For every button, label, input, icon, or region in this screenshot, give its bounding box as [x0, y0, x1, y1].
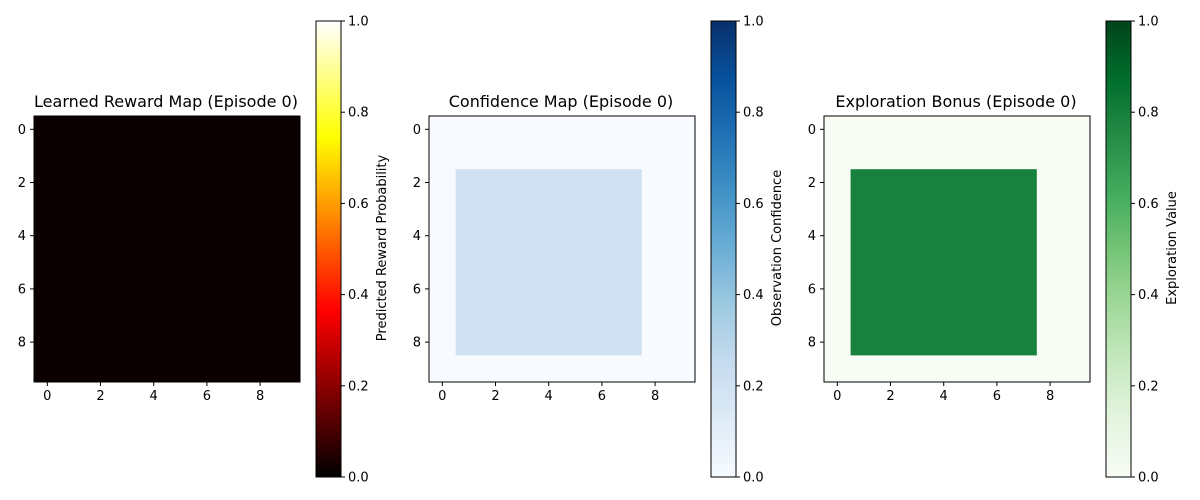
exploration-x-tick-label: 0 [833, 389, 841, 404]
reward-colorbar-label: Predicted Reward Probability [375, 154, 390, 341]
confidence-colorbar-gradient [710, 20, 737, 478]
exploration-axes-frame [823, 115, 1091, 383]
confidence-colorbar-tick-label: 0.8 [743, 106, 764, 121]
exploration-colorbar-gradient [1105, 20, 1132, 478]
exploration-x-tick-label: 2 [886, 389, 894, 404]
confidence-x-tick-label: 8 [651, 389, 659, 404]
confidence-colorbar-tick-label: 0.6 [743, 197, 764, 212]
confidence-heatmap [429, 116, 695, 382]
reward-colorbar: 0.0 0.2 0.4 0.6 0.8 1.0 [315, 15, 369, 486]
exploration-x-tick-label: 6 [993, 389, 1001, 404]
confidence-x-tick-label: 2 [491, 389, 499, 404]
exploration-y-tick-label: 8 [808, 336, 816, 351]
reward-colorbar-tick-label: 0.0 [348, 471, 369, 486]
confidence-colorbar: 0.0 0.2 0.4 0.6 0.8 1.0 [710, 15, 764, 486]
confidence-y-tick-label: 0 [413, 123, 421, 138]
exploration-colorbar-tick-label: 0.8 [1138, 106, 1159, 121]
exploration-inner-region [850, 169, 1037, 356]
reward-colorbar-gradient [315, 20, 342, 478]
confidence-x-tick-label: 0 [438, 389, 446, 404]
confidence-colorbar-tick-label: 1.0 [743, 15, 764, 30]
exploration-y-tick-label: 2 [808, 176, 816, 191]
confidence-axes: 0 2 4 6 8 0 2 4 6 8 [413, 115, 696, 404]
reward-colorbar-tick-label: 0.8 [348, 106, 369, 121]
confidence-y-tick-label: 6 [413, 282, 421, 297]
exploration-bonus-panel: Exploration Bonus (Episode 0) 0 2 4 6 8 0 2 4 6 8… [808, 15, 1180, 486]
reward-x-tick-label: 6 [203, 389, 211, 404]
confidence-inner-region [455, 169, 642, 356]
exploration-colorbar-tick-label: 0.2 [1138, 379, 1159, 394]
exploration-colorbar: 0.0 0.2 0.4 0.6 0.8 1.0 [1105, 15, 1159, 486]
confidence-x-tick-label: 4 [545, 389, 553, 404]
confidence-colorbar-tick-label: 0.0 [743, 471, 764, 486]
reward-axes-frame [33, 115, 301, 383]
exploration-colorbar-tick-label: 1.0 [1138, 15, 1159, 30]
exploration-colorbar-tick-label: 0.0 [1138, 471, 1159, 486]
exploration-y-tick-label: 4 [808, 229, 816, 244]
exploration-bonus-title: Exploration Bonus (Episode 0) [835, 92, 1076, 111]
confidence-map-panel: Confidence Map (Episode 0) 0 2 4 6 8 0 2 4 6 8 0.… [413, 15, 785, 486]
confidence-axes-frame [428, 115, 696, 383]
reward-y-tick-label: 6 [18, 282, 26, 297]
confidence-y-tick-label: 8 [413, 336, 421, 351]
reward-colorbar-tick-label: 0.6 [348, 197, 369, 212]
confidence-y-tick-label: 4 [413, 229, 421, 244]
reward-y-tick-label: 4 [18, 229, 26, 244]
reward-map-panel: Learned Reward Map (Episode 0) 0 2 4 6 8 0 2 4 6… [18, 15, 390, 486]
exploration-colorbar-tick-label: 0.6 [1138, 197, 1159, 212]
reward-y-tick-label: 0 [18, 123, 26, 138]
confidence-y-tick-label: 2 [413, 176, 421, 191]
reward-x-tick-label: 8 [256, 389, 264, 404]
reward-x-tick-label: 2 [96, 389, 104, 404]
confidence-map-title: Confidence Map (Episode 0) [449, 92, 673, 111]
exploration-x-tick-label: 4 [940, 389, 948, 404]
reward-colorbar-tick-label: 0.2 [348, 379, 369, 394]
reward-y-tick-label: 8 [18, 336, 26, 351]
reward-map-title: Learned Reward Map (Episode 0) [34, 92, 298, 111]
reward-y-tick-label: 2 [18, 176, 26, 191]
exploration-colorbar-tick-label: 0.4 [1138, 288, 1159, 303]
exploration-y-tick-label: 0 [808, 123, 816, 138]
exploration-x-tick-label: 8 [1046, 389, 1054, 404]
reward-x-tick-label: 0 [43, 389, 51, 404]
reward-colorbar-tick-label: 1.0 [348, 15, 369, 30]
exploration-y-tick-label: 6 [808, 282, 816, 297]
exploration-colorbar-label: Exploration Value [1165, 191, 1180, 305]
exploration-axes: 0 2 4 6 8 0 2 4 6 8 [808, 115, 1091, 404]
confidence-x-tick-label: 6 [598, 389, 606, 404]
confidence-colorbar-tick-label: 0.4 [743, 288, 764, 303]
reward-background-cells [34, 116, 300, 382]
confidence-colorbar-tick-label: 0.2 [743, 379, 764, 394]
exploration-heatmap [824, 116, 1090, 382]
reward-colorbar-tick-label: 0.4 [348, 288, 369, 303]
reward-heatmap [34, 116, 300, 382]
confidence-colorbar-label: Observation Confidence [770, 170, 785, 326]
reward-x-tick-label: 4 [150, 389, 158, 404]
reward-axes: 0 2 4 6 8 0 2 4 6 8 [18, 115, 301, 404]
